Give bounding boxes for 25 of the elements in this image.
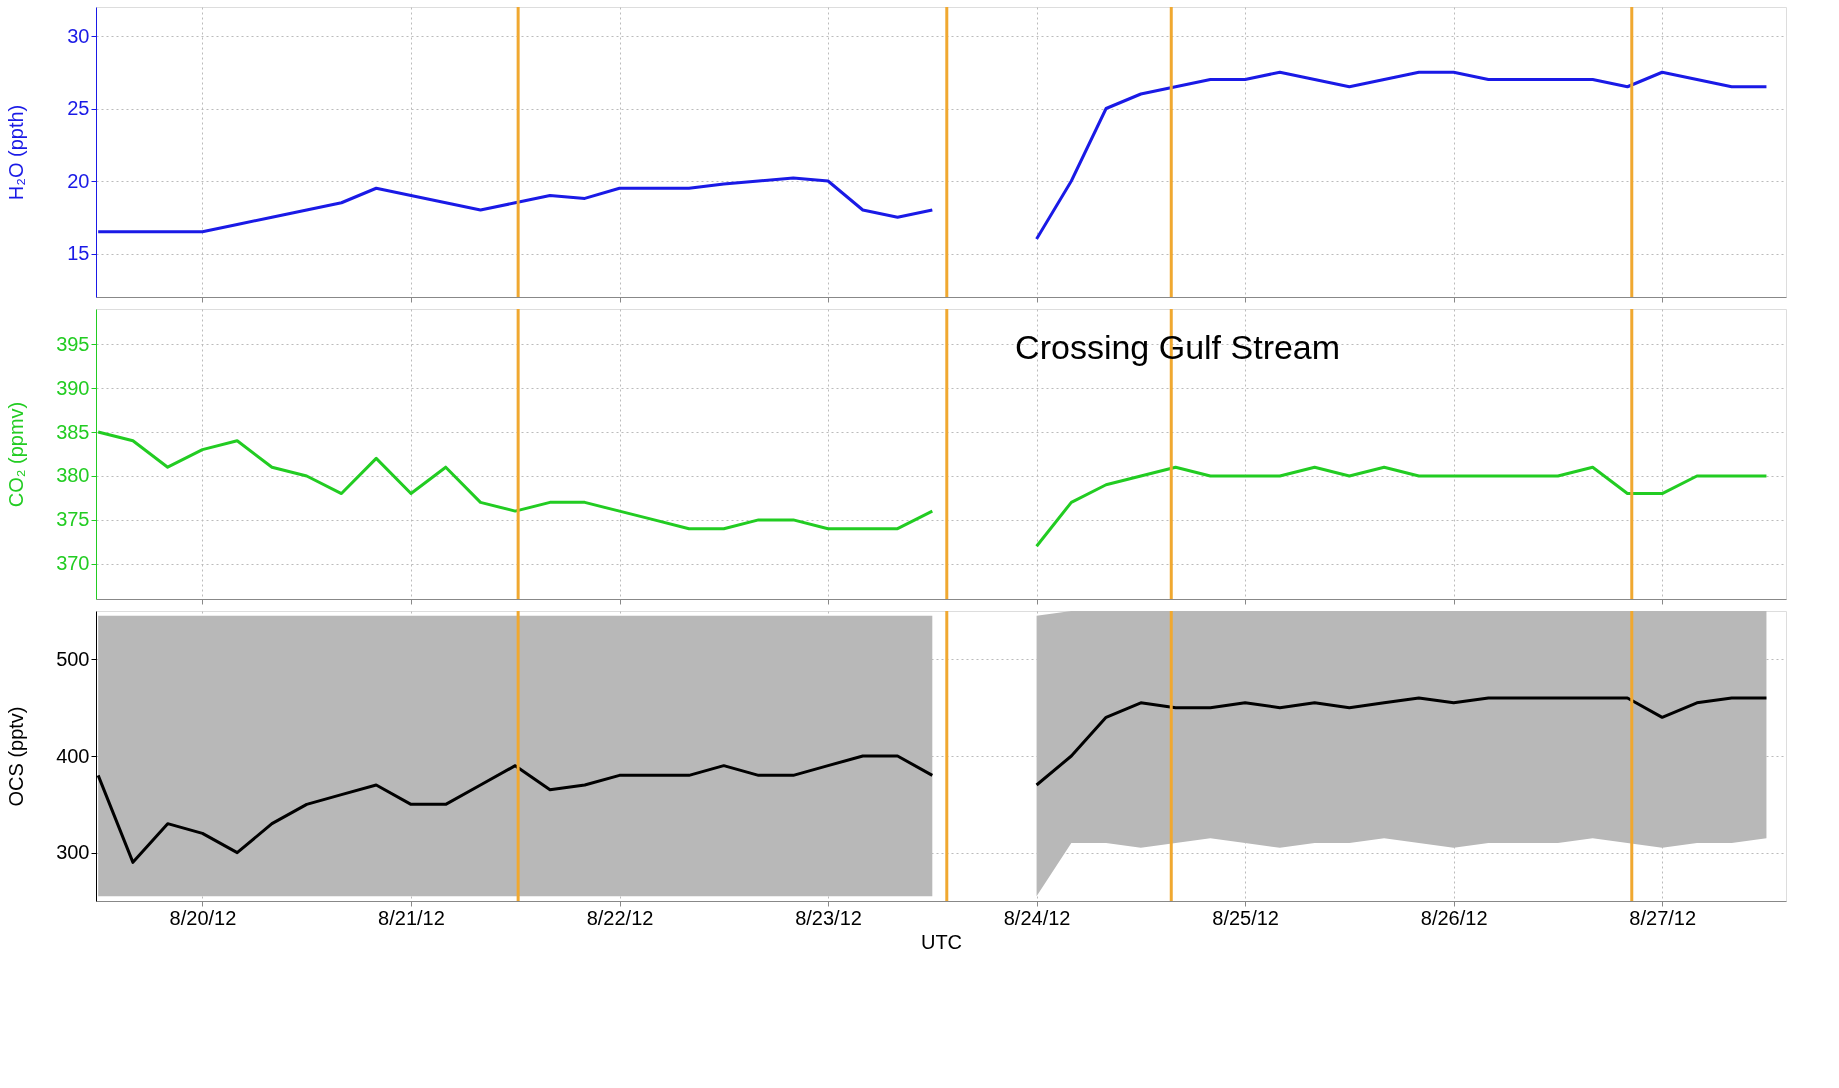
y-tick-label: 25	[67, 97, 90, 119]
y-tick-label: 300	[56, 841, 90, 864]
y-axis-title: CO₂ (ppmv)	[4, 401, 27, 508]
y-tick-label: 400	[56, 744, 90, 767]
y-tick-label: 380	[56, 464, 90, 487]
y-tick-label: 20	[67, 169, 90, 192]
y-tick-label: 375	[56, 508, 90, 531]
y-tick-label: 385	[56, 420, 90, 443]
x-tick-label: 8/21/12	[378, 906, 445, 929]
x-axis-title: UTC	[920, 930, 963, 953]
y-tick-label: 15	[67, 242, 90, 264]
y-tick-label: 395	[56, 332, 90, 355]
x-tick-label: 8/25/12	[1212, 906, 1279, 929]
y-tick-label: 30	[67, 24, 90, 47]
y-tick-label: 500	[56, 647, 90, 670]
x-tick-label: 8/27/12	[1629, 906, 1697, 929]
y-axis-title: OCS (pptv)	[4, 706, 27, 807]
y-tick-label: 390	[56, 376, 90, 399]
x-tick-label: 8/24/12	[1003, 906, 1071, 929]
y-axis-title: H₂O (ppth)	[4, 104, 27, 201]
x-tick-label: 8/20/12	[169, 906, 237, 929]
x-tick-label: 8/22/12	[586, 906, 654, 929]
y-tick-label: 370	[56, 552, 90, 575]
x-tick-label: 8/23/12	[795, 906, 862, 929]
x-tick-label: 8/26/12	[1420, 906, 1488, 929]
